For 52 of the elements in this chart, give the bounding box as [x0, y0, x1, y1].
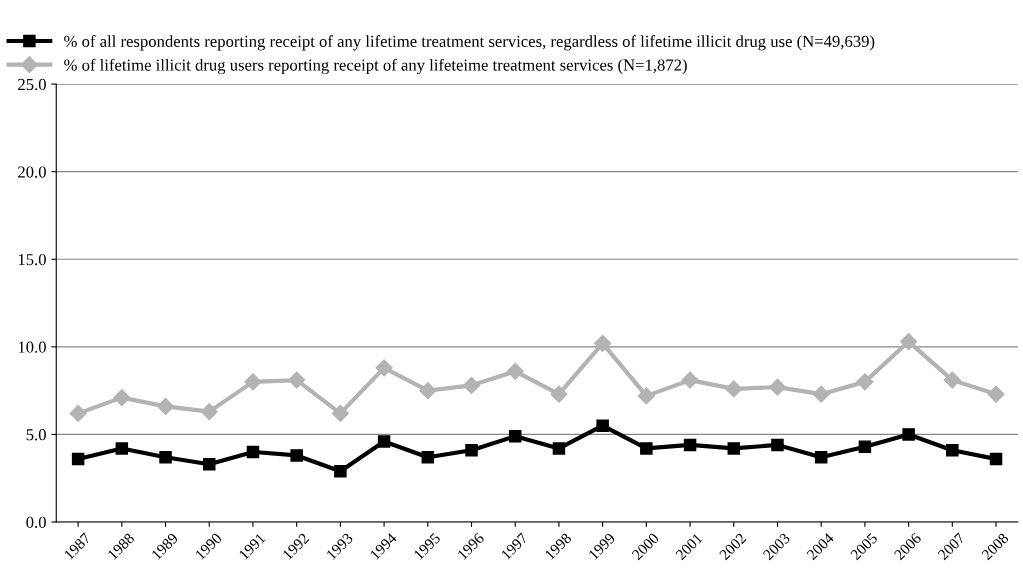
point [200, 403, 218, 421]
point [989, 452, 1003, 466]
point [377, 435, 391, 448]
point [334, 464, 347, 478]
point [725, 380, 743, 398]
point [946, 443, 959, 457]
point [375, 359, 393, 377]
point [508, 429, 522, 443]
point [596, 419, 609, 432]
point [115, 442, 129, 455]
y-tick-label: 25.0 [18, 78, 46, 91]
point [552, 442, 566, 455]
point [156, 397, 175, 415]
point [202, 457, 216, 471]
point [331, 404, 349, 422]
legend-label: % of all respondents reporting receipt of any lifetime treatment services, regardless of lifetime illicit drug use (N=49,639) [64, 35, 875, 51]
point [113, 389, 131, 407]
point [421, 450, 435, 464]
point [858, 440, 872, 453]
point [550, 385, 568, 403]
point [771, 438, 784, 452]
point [246, 445, 260, 459]
point [900, 333, 918, 351]
point [943, 371, 961, 389]
point [419, 382, 437, 400]
point [71, 452, 85, 466]
y-tick-label: 10.0 [18, 341, 46, 353]
point [683, 438, 697, 452]
y-tick-label: 0.0 [26, 516, 46, 529]
point [462, 376, 481, 394]
point [465, 443, 478, 457]
point [814, 450, 828, 464]
y-tick-label: 20.0 [18, 166, 46, 178]
point [594, 334, 612, 352]
point [727, 442, 741, 455]
point [637, 387, 655, 405]
point [159, 450, 172, 464]
point [290, 449, 303, 462]
point [681, 371, 699, 389]
point [768, 378, 787, 396]
point [69, 404, 87, 422]
point [640, 442, 653, 455]
point [902, 428, 915, 441]
point [506, 362, 524, 380]
point [856, 373, 874, 391]
point [987, 385, 1005, 403]
point [288, 371, 306, 389]
y-tick-label: 15.0 [18, 253, 46, 266]
legend-label: % of lifetime illicit drug users reporting receipt of any lifeteime treatment services (N=1,872) [64, 58, 687, 75]
point [244, 373, 262, 391]
point [812, 385, 830, 403]
y-tick-label: 5.0 [26, 429, 46, 441]
